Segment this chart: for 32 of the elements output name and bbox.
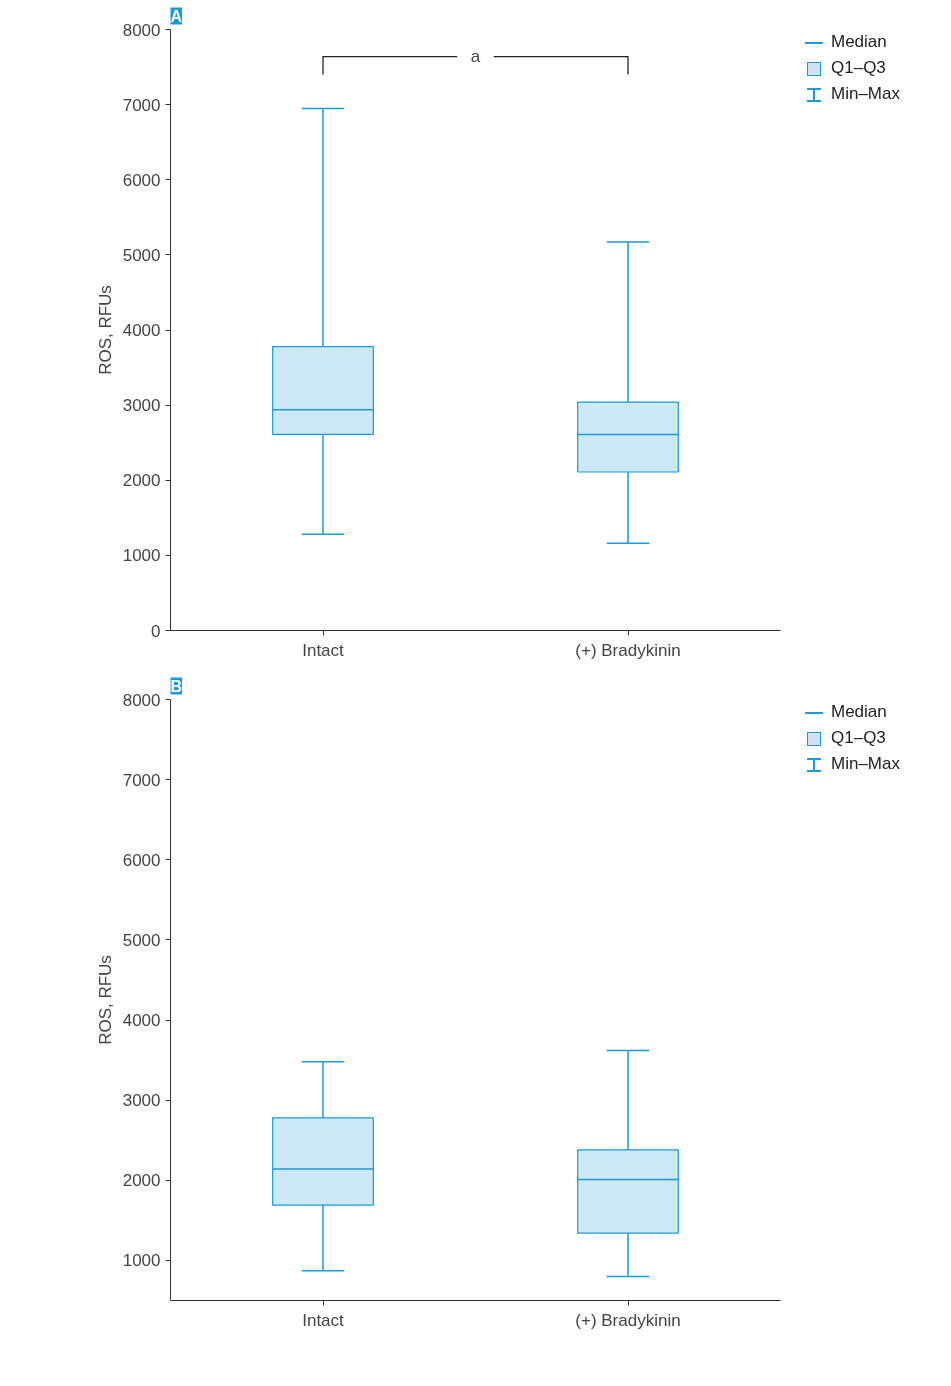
y-tick-label: 6000 bbox=[122, 170, 161, 190]
chart-title: B bbox=[170, 677, 183, 695]
text: Min–Max bbox=[831, 754, 900, 773]
y-tick-label: 0 bbox=[151, 621, 161, 641]
y-tick-label: 8000 bbox=[122, 690, 161, 710]
y-tick-label: 2000 bbox=[122, 1171, 161, 1191]
text: Median bbox=[831, 32, 887, 51]
y-tick-label: 2000 bbox=[122, 471, 161, 491]
y-tick-label: 4000 bbox=[122, 1011, 161, 1031]
y-tick-label: 6000 bbox=[122, 850, 161, 870]
text: Min–Max bbox=[831, 84, 900, 103]
y-tick-label: 1000 bbox=[122, 1251, 161, 1271]
y-tick-label: 3000 bbox=[122, 396, 161, 416]
y-tick-label: 5000 bbox=[122, 245, 161, 265]
text: Q1–Q3 bbox=[831, 58, 886, 77]
y-tick-label: 1000 bbox=[122, 546, 161, 566]
y-tick-label: 5000 bbox=[122, 930, 161, 950]
text: Median bbox=[831, 702, 887, 721]
y-axis-title: ROS, RFUs bbox=[95, 285, 115, 375]
x-tick-label: (+) Bradykinin bbox=[575, 1310, 681, 1330]
chart-title: A bbox=[170, 7, 183, 25]
annotation: a bbox=[470, 47, 481, 67]
text: Q1–Q3 bbox=[831, 728, 886, 747]
x-tick-label: Intact bbox=[302, 1310, 345, 1330]
y-tick-label: 3000 bbox=[122, 1091, 161, 1111]
x-tick-label: (+) Bradykinin bbox=[575, 640, 681, 660]
y-axis-title: ROS, RFUs bbox=[95, 955, 115, 1045]
y-tick-label: 7000 bbox=[122, 95, 161, 115]
y-tick-label: 8000 bbox=[122, 20, 161, 40]
y-tick-label: 4000 bbox=[122, 321, 161, 340]
x-tick-label: Intact bbox=[302, 640, 345, 660]
y-tick-label: 7000 bbox=[122, 770, 161, 790]
